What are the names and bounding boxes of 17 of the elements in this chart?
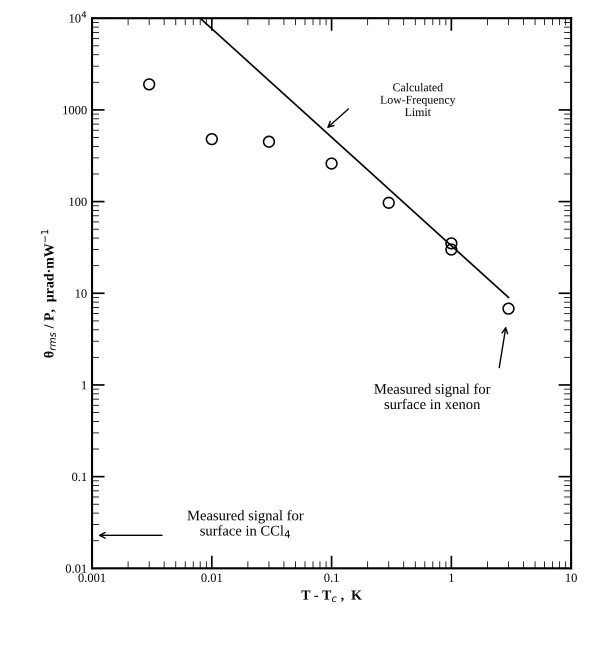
y-axis-title: θ$_{rms}$ / P, μrad·mW$^{−1}$ [41,230,56,358]
y-tick-label: 1000 [63,106,87,114]
y-tick-label: 10$^{4}$ [70,11,86,23]
y-tick-label: 10 [76,289,87,298]
x-tick-label: 1 [449,574,454,582]
y-tick-label: 0.1 [72,472,86,482]
x-tick-label: 0.001 [78,574,106,582]
x-tick-label: 0.01 [201,574,222,582]
x-axis-title: T - T$_{c}$ , K [301,590,362,602]
annotation: Measured signal for surface in CCl$_{4}$ [187,510,304,538]
x-tick-label: 10 [566,574,577,582]
x-tick-label: 0.1 [324,574,339,582]
annotation: Measured signal for surface in xenon [374,383,490,410]
annotation: Calculated Low-Frequency Limit [380,83,456,116]
y-tick-label: 100 [70,198,87,206]
y-tick-label: 0.01 [66,564,86,573]
y-tick-label: 1 [82,381,86,390]
